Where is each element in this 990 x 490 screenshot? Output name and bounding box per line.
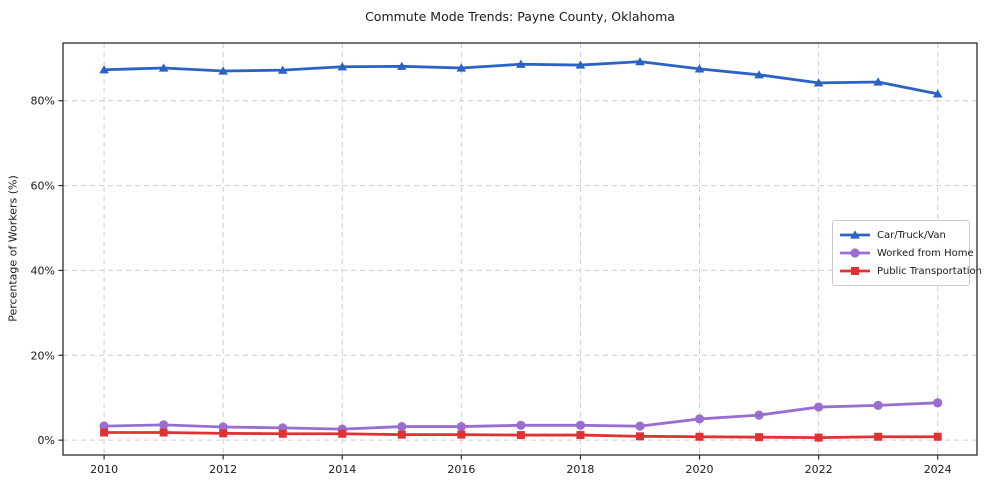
data-point-square [457, 430, 466, 439]
plot-border [62, 42, 978, 456]
data-point-triangle [397, 61, 407, 70]
data-point-circle [456, 421, 466, 432]
x-tick-label: 2022 [805, 463, 833, 476]
data-point-triangle [575, 60, 586, 69]
triangle-marker-icon [840, 230, 870, 239]
y-tick-label: 0% [38, 434, 55, 447]
data-point-triangle [516, 59, 526, 68]
data-point-circle [933, 398, 943, 408]
legend-item: Worked from Home [840, 244, 974, 262]
data-point-square [695, 432, 704, 441]
x-tick-label: 2014 [328, 463, 356, 476]
y-tick-label: 40% [31, 264, 55, 277]
series-public-transportation [100, 428, 942, 442]
data-point-square [814, 433, 823, 442]
y-tick-label: 20% [31, 349, 55, 362]
x-tick-label: 2016 [447, 463, 475, 476]
data-point-circle [99, 421, 109, 431]
data-point-square [397, 430, 406, 439]
data-point-triangle [218, 66, 228, 75]
data-point-circle [635, 421, 645, 431]
data-point-square [219, 429, 228, 438]
data-point-triangle [873, 77, 883, 86]
data-point-square [100, 428, 109, 437]
data-point-triangle [277, 65, 288, 74]
data-point-triangle [635, 57, 645, 66]
data-point-triangle [337, 62, 348, 71]
chart-title: Commute Mode Trends: Payne County, Oklah… [365, 9, 675, 24]
data-point-square [338, 429, 347, 438]
data-point-circle [516, 420, 526, 430]
data-point-square [851, 267, 859, 275]
data-point-triangle [99, 65, 109, 74]
data-point-square [755, 433, 764, 442]
x-tick-label: 2018 [566, 463, 594, 476]
y-tick-label: 80% [31, 95, 55, 108]
data-point-circle [218, 422, 228, 432]
data-point-circle [754, 410, 764, 420]
data-point-triangle [813, 78, 824, 87]
legend-label: Car/Truck/Van [877, 229, 946, 241]
x-tick-label: 2010 [90, 463, 118, 476]
legend: Car/Truck/Van Worked from Home Public Tran… [832, 220, 982, 286]
series-worked-from-home [99, 398, 943, 434]
data-point-circle [397, 421, 407, 432]
y-tick-label: 60% [31, 180, 55, 193]
data-point-square [933, 432, 942, 441]
data-point-circle [873, 400, 883, 410]
legend-item: Car/Truck/Van [840, 226, 961, 244]
series-car-truck-van [99, 57, 943, 98]
data-point-triangle [158, 63, 169, 72]
data-point-square [159, 428, 168, 437]
x-tick-label: 2020 [686, 463, 714, 476]
data-point-triangle [932, 89, 943, 98]
data-point-circle [850, 248, 860, 258]
circle-marker-icon [840, 248, 870, 258]
legend-item: Public Transportation [840, 262, 982, 280]
data-point-triangle [754, 70, 764, 79]
data-point-square [635, 432, 644, 441]
legend-label: Worked from Home [877, 247, 974, 259]
data-point-square [874, 432, 883, 441]
x-tick-label: 2024 [924, 463, 952, 476]
data-point-square [576, 431, 585, 440]
data-point-triangle [456, 63, 467, 72]
data-point-triangle [694, 64, 705, 73]
data-point-circle [814, 402, 824, 412]
data-point-triangle [850, 230, 860, 239]
data-point-circle [575, 420, 586, 430]
x-tick-label: 2012 [209, 463, 237, 476]
data-point-circle [694, 414, 705, 424]
data-point-circle [159, 420, 169, 430]
data-point-square [278, 429, 287, 438]
legend-label: Public Transportation [877, 265, 982, 277]
data-point-square [516, 431, 525, 440]
square-marker-icon [840, 267, 870, 275]
